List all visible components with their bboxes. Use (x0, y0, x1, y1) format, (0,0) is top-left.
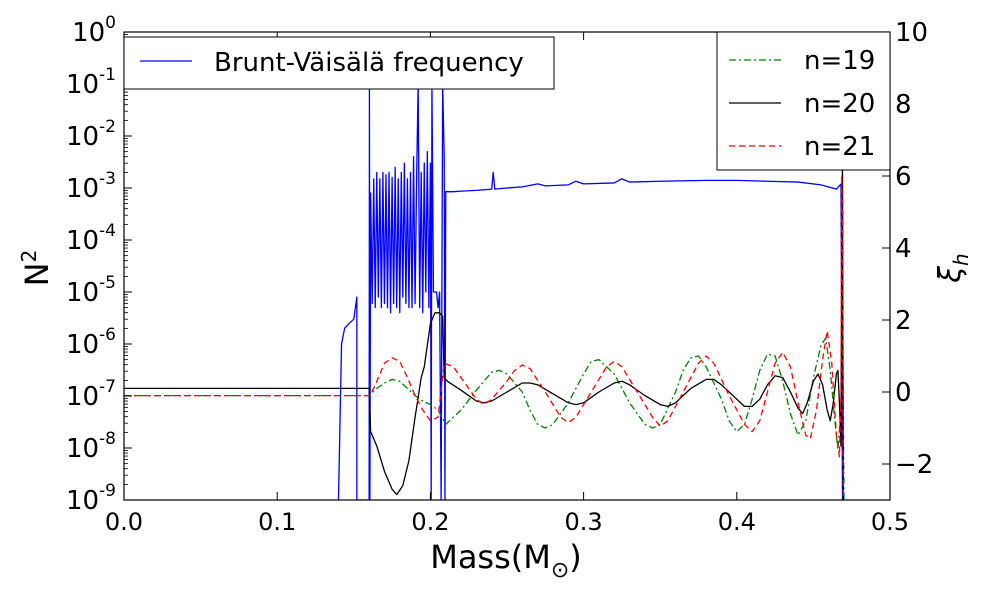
legend-brunt-vaisala-label: Brunt-Väisälä frequency (214, 48, 524, 78)
y-left-tick-label: 10-1 (66, 65, 116, 100)
series-n-20 (124, 157, 844, 500)
series-n-21 (124, 175, 844, 500)
legend-modes: n=19 n=20 n=21 (716, 31, 891, 171)
x-axis-label-subscript: ⊙ (551, 558, 569, 583)
y-left-tick-label: 100 (72, 13, 116, 48)
x-tick-label: 0.1 (258, 508, 296, 536)
x-tick-label: 0.3 (565, 508, 603, 536)
right-y-axis-label-subscript: h (949, 253, 973, 266)
legend-left-box (123, 36, 555, 90)
y-left-tick-label: 10-2 (66, 117, 116, 152)
y-left-tick-label: 10-3 (66, 169, 116, 204)
y-right-tick-label: −2 (895, 450, 933, 480)
y-right-tick-label: 6 (895, 162, 912, 192)
x-tick-label: 0.4 (718, 508, 756, 536)
y-left-tick-label: 10-8 (66, 429, 116, 464)
x-tick-label: 0.5 (871, 508, 909, 536)
y-left-tick-label: 10-5 (66, 273, 116, 308)
y-left-tick-label: 10-6 (66, 325, 116, 360)
legend-n19-label: n=19 (804, 46, 875, 76)
y-right-tick-label: 0 (895, 378, 912, 408)
legend-n21-label: n=21 (804, 132, 875, 162)
x-tick-label: 0.0 (105, 508, 143, 536)
left-y-axis-label: N2 (17, 250, 56, 287)
y-left-tick-label: 10-9 (66, 481, 116, 516)
y-right-tick-label: 2 (895, 306, 912, 336)
left-y-axis-label-superscript: 2 (17, 250, 41, 263)
x-axis-label-close: ) (569, 538, 581, 576)
legend-brunt-vaisala: Brunt-Väisälä frequency (123, 36, 555, 90)
legend-n20-label: n=20 (804, 89, 875, 119)
y-right-tick-label: 8 (895, 90, 912, 120)
plot-frame (123, 31, 891, 501)
x-axis-label: Mass(M⊙) (430, 538, 582, 583)
x-tick-label: 0.2 (411, 508, 449, 536)
y-right-tick-label: 4 (895, 234, 912, 264)
y-left-tick-label: 10-4 (66, 221, 116, 256)
y-right-tick-label: 10 (895, 18, 928, 48)
legend-right-box (716, 31, 891, 171)
right-y-axis-label: ξh (933, 253, 973, 283)
y-left-tick-label: 10-7 (66, 377, 116, 412)
